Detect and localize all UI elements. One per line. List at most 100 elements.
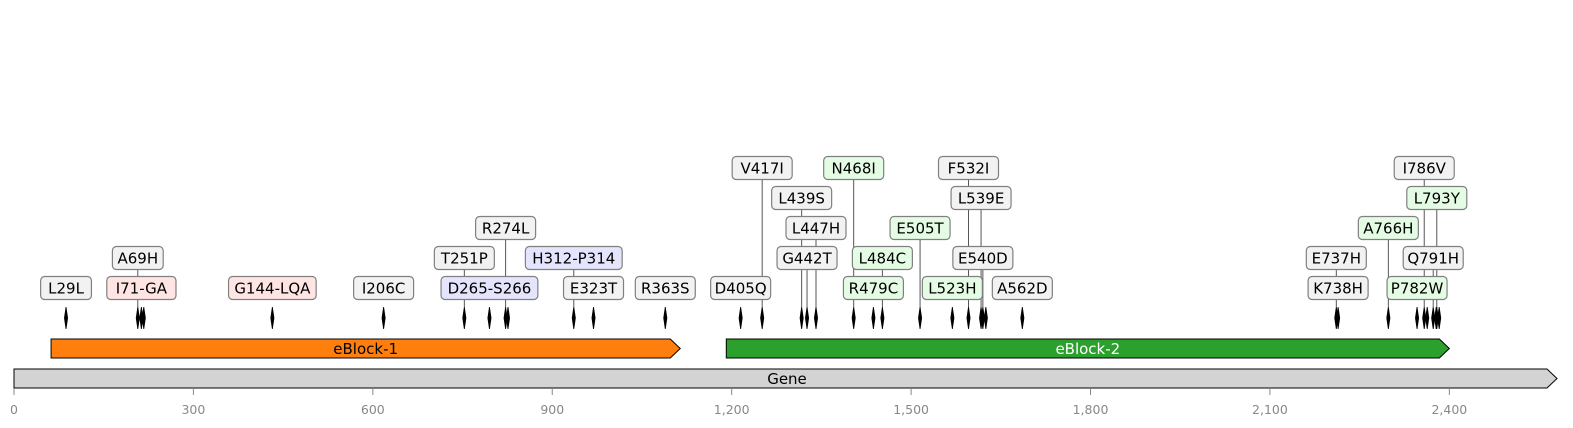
mutation-marker (813, 306, 819, 330)
mutation-marker (1415, 306, 1420, 330)
mutation-marker (141, 306, 146, 330)
mutation-label: T251P (440, 250, 488, 268)
mutation-label-box (851, 245, 913, 271)
mutation-label-box (433, 245, 495, 271)
mutation-label-box (731, 155, 793, 181)
mutation-label-box (111, 245, 164, 271)
axis-tick-label: 600 (361, 402, 385, 417)
mutation-label-box (771, 185, 833, 211)
mutation-label: L523H (928, 280, 976, 298)
mutation-label-box (1406, 185, 1468, 211)
mutation-label-box (475, 215, 537, 241)
mutation-marker (871, 306, 876, 330)
mutation-label: R479C (849, 280, 899, 298)
axis-tick-label: 0 (10, 402, 18, 417)
mutation-label: D265-S266 (448, 280, 532, 298)
mutation-label-box (562, 275, 625, 301)
mutation-marker (381, 306, 386, 330)
mutation-label: R363S (641, 280, 690, 298)
mutation-label: V417I (741, 160, 784, 178)
mutation-marker (799, 306, 804, 330)
mutation-label-box (937, 155, 1000, 181)
mutation-label: D405Q (715, 280, 767, 298)
eblock-label: eBlock-1 (333, 340, 398, 358)
mutation-marker (663, 306, 668, 330)
mutation-marker (462, 306, 467, 330)
mutation-marker (270, 306, 275, 330)
mutation-marker (1020, 306, 1025, 330)
mutation-marker (851, 306, 856, 330)
mutation-label: H312-P314 (532, 250, 615, 268)
mutation-label: E540D (958, 250, 1008, 268)
mutation-label-box (440, 275, 539, 301)
mutation-label-box (921, 275, 983, 301)
mutation-marker (64, 306, 69, 330)
mutation-marker (1422, 306, 1427, 330)
mutation-label-box (991, 275, 1053, 301)
gene-label: Gene (767, 370, 807, 388)
mutation-marker (979, 306, 984, 330)
mutation-marker (487, 306, 492, 330)
mutation-label: P782W (1391, 280, 1444, 298)
mutation-marker (738, 306, 743, 330)
mutation-label: Q791H (1407, 250, 1459, 268)
mutation-label-box (785, 215, 847, 241)
mutation-marker (983, 306, 988, 330)
mutation-marker (505, 306, 511, 330)
axis-tick-label: 2,400 (1431, 402, 1467, 417)
axis-tick-label: 300 (181, 402, 205, 417)
mutation-label: L484C (859, 250, 906, 268)
axis-tick-label: 1,500 (893, 402, 929, 417)
mutation-marker (1434, 306, 1439, 330)
mutation-label-box (842, 275, 905, 301)
mutation-label-box (1307, 275, 1369, 301)
mutation-label: L439S (778, 190, 825, 208)
mutation-marker (1437, 306, 1442, 330)
axis-tick-label: 900 (540, 402, 564, 417)
mutation-label: E505T (896, 220, 944, 238)
eblock-label: eBlock-2 (1055, 340, 1120, 358)
mutation-label: I71-GA (116, 280, 168, 298)
axis-tick-label: 1,200 (714, 402, 750, 417)
mutation-label: A69H (117, 250, 158, 268)
mutation-label: A562D (997, 280, 1047, 298)
mutation-label: G442T (782, 250, 832, 268)
eblock-arrow (50, 338, 681, 359)
mutation-marker (918, 306, 923, 330)
mutation-marker (135, 306, 140, 330)
mutation-label-box (1386, 275, 1448, 301)
eblock-arrow (725, 338, 1451, 359)
mutation-label: E737H (1312, 250, 1361, 268)
gene-arrow (13, 368, 1558, 389)
position-axis: 0 300 600 900 1,200 1,500 1,800 2,100 2,400 (10, 389, 1467, 417)
mutation-label-box (889, 215, 951, 241)
mutation-marker (1334, 306, 1339, 330)
mutation-label: L29L (48, 280, 84, 298)
mutation-label-box (950, 185, 1012, 211)
mutation-label-box (106, 275, 177, 301)
mutation-label: E323T (570, 280, 618, 298)
mutation-label-box (823, 155, 885, 181)
mutation-label-box (524, 245, 623, 271)
mutation-labels: L29L I71-GA A69H G144-LQA I206C D265-S266 T251… (40, 155, 1468, 301)
mutation-marker (805, 306, 810, 330)
axis-tick-label: 1,800 (1073, 402, 1109, 417)
mutation-label: N468I (832, 160, 876, 178)
mutation-marker (966, 306, 971, 330)
mutation-marker (571, 306, 576, 330)
mutation-label: F532I (948, 160, 990, 178)
mutation-marker (1425, 306, 1430, 330)
mutation-label-box (1305, 245, 1367, 271)
mutation-label: I206C (362, 280, 406, 298)
mutation-label-box (710, 275, 772, 301)
mutation-marker (760, 306, 765, 330)
mutation-label-box (1402, 245, 1464, 271)
mutation-label: I786V (1403, 160, 1447, 178)
mutation-label-box (40, 275, 93, 301)
mutation-markers (64, 306, 1442, 330)
mutation-label: L793Y (1414, 190, 1461, 208)
mutation-marker (1386, 306, 1391, 330)
mutation-label-box (1393, 155, 1455, 181)
mutation-label-box (353, 275, 415, 301)
